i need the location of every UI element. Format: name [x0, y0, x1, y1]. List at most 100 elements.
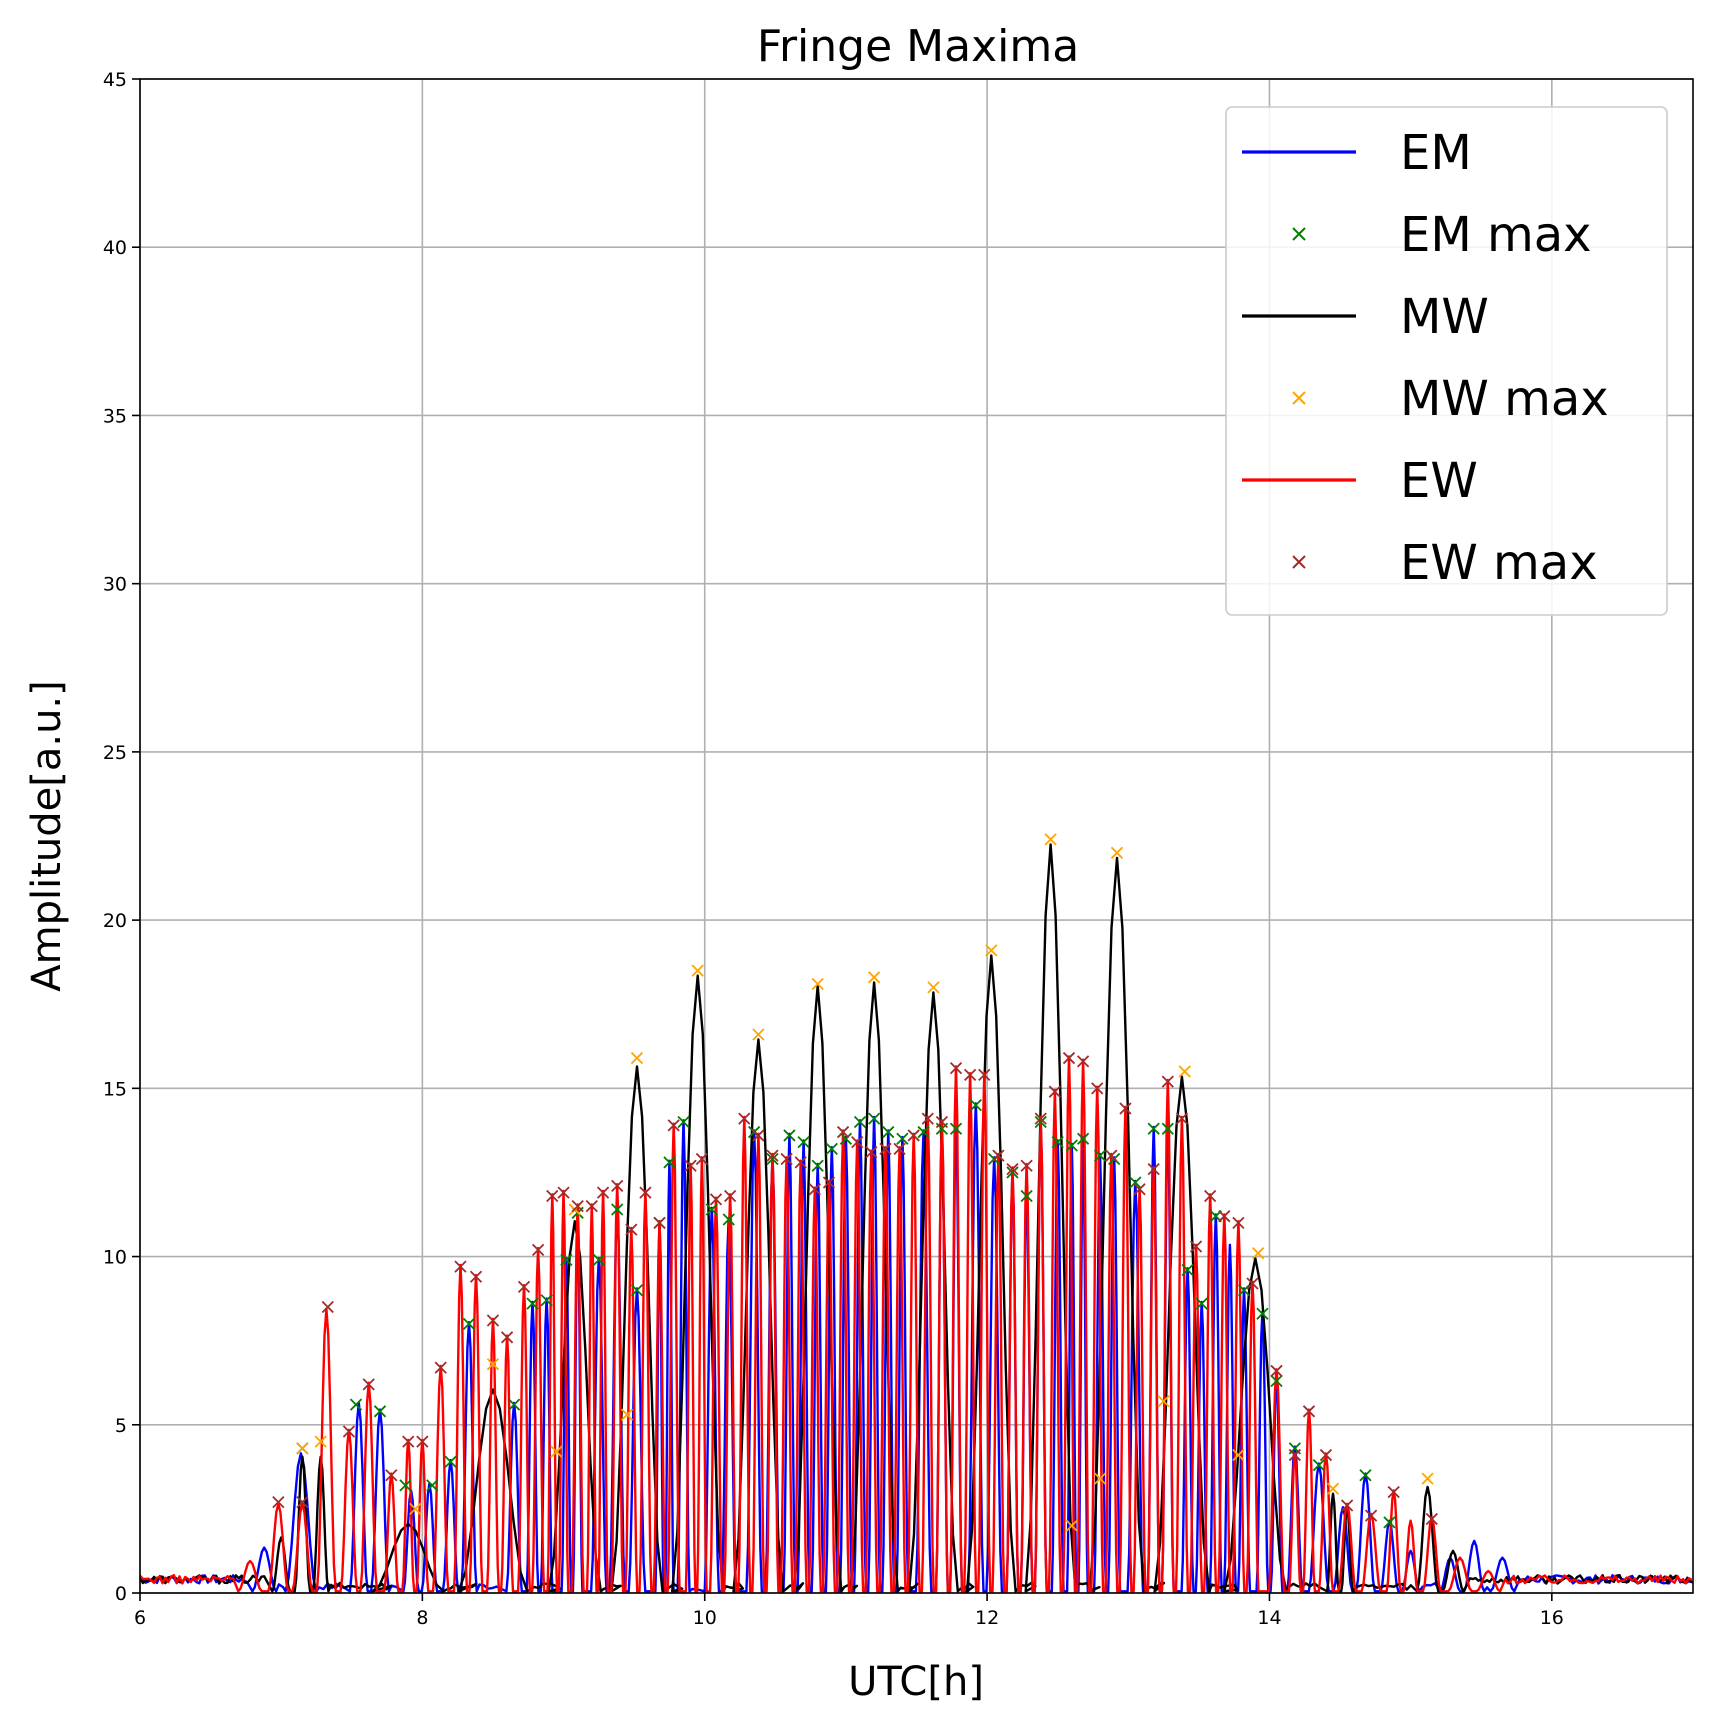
- max-marker: [1076, 1055, 1090, 1068]
- legend-label: EW max: [1400, 535, 1598, 591]
- y-tick-label: 30: [103, 574, 127, 596]
- x-axis-ticks: 6 8 10 12 14 16: [134, 1593, 1564, 1629]
- legend-label: EM max: [1400, 207, 1592, 263]
- max-marker: [1252, 1247, 1265, 1260]
- max-marker: [550, 1445, 563, 1458]
- y-tick-label: 15: [103, 1078, 127, 1100]
- x-tick-label: 16: [1540, 1607, 1564, 1629]
- max-marker: [783, 1129, 796, 1142]
- max-marker: [1421, 1472, 1434, 1485]
- y-tick-label: 35: [103, 405, 127, 427]
- max-marker: [500, 1331, 514, 1344]
- grid-lines: [139, 78, 1693, 1594]
- max-marker: [1340, 1499, 1354, 1512]
- max-marker: [766, 1152, 779, 1166]
- max-marker: [1189, 1240, 1203, 1253]
- max-marker: [1425, 1512, 1438, 1526]
- y-tick-label: 20: [103, 910, 127, 932]
- max-marker: [321, 1300, 334, 1314]
- max-marker: [766, 1149, 779, 1162]
- max-marker: [705, 1203, 718, 1216]
- max-marker: [1020, 1189, 1033, 1203]
- max-marker: [1076, 1132, 1090, 1145]
- max-marker: [985, 944, 998, 957]
- max-marker: [663, 1156, 676, 1169]
- max-marker: [592, 1253, 605, 1267]
- max-marker: [434, 1361, 447, 1374]
- max-marker: [1319, 1448, 1333, 1462]
- max-marker: [630, 1284, 644, 1297]
- max-marker: [1161, 1075, 1174, 1088]
- max-marker: [385, 1469, 398, 1482]
- max-marker: [1181, 1263, 1194, 1277]
- max-marker: [738, 1112, 751, 1125]
- legend-item: EM: [1242, 125, 1472, 181]
- max-marker: [927, 981, 940, 994]
- max-marker: [780, 1152, 793, 1166]
- max-marker: [992, 1149, 1005, 1162]
- max-marker: [1147, 1122, 1160, 1135]
- max-marker: [1237, 1284, 1251, 1297]
- x-tick: 6: [134, 1593, 146, 1629]
- plot-frame: [139, 78, 1694, 1594]
- series-line-ew: [139, 1055, 1693, 1593]
- max-marker: [1383, 1516, 1396, 1529]
- y-tick-label: 40: [103, 237, 127, 259]
- max-marker: [296, 1442, 309, 1455]
- max-marker: [1232, 1216, 1245, 1230]
- max-marker: [865, 1146, 878, 1159]
- legend-item: EW max: [1292, 535, 1598, 591]
- y-tick: 5: [115, 1415, 140, 1437]
- y-tick-label: 25: [103, 742, 127, 764]
- chart-title: Fringe Maxima: [757, 21, 1079, 72]
- max-marker: [677, 1115, 690, 1129]
- y-tick: 40: [103, 237, 140, 259]
- max-marker: [839, 1132, 853, 1145]
- max-marker: [507, 1398, 521, 1411]
- max-marker: [557, 1186, 570, 1199]
- legend-item: MW: [1242, 289, 1489, 345]
- max-marker: [808, 1183, 821, 1196]
- max-marker: [978, 1068, 991, 1082]
- max-marker: [882, 1125, 895, 1139]
- max-marker: [868, 1112, 881, 1125]
- max-marker: [964, 1068, 977, 1082]
- max-marker: [1302, 1405, 1316, 1418]
- max-marker: [949, 1122, 963, 1135]
- max-marker: [1157, 1395, 1170, 1408]
- max-marker: [1065, 1519, 1078, 1532]
- max-marker: [630, 1051, 644, 1065]
- max-marker: [893, 1142, 906, 1156]
- x-tick-label: 10: [693, 1607, 717, 1629]
- max-marker: [639, 1186, 652, 1199]
- max-marker: [1062, 1051, 1076, 1065]
- max-marker: [1359, 1469, 1372, 1482]
- max-marker: [1270, 1364, 1283, 1378]
- max-marker: [402, 1435, 415, 1448]
- max-marker: [917, 1125, 930, 1139]
- x-tick-label: 8: [416, 1607, 428, 1629]
- max-marker: [620, 1408, 634, 1421]
- max-marker: [907, 1129, 920, 1142]
- max-marker: [571, 1199, 584, 1213]
- max-marker: [1270, 1374, 1283, 1388]
- max-marker: [1093, 1472, 1107, 1485]
- max-marker: [1006, 1162, 1019, 1176]
- max-marker: [851, 1136, 864, 1149]
- max-marker: [822, 1176, 836, 1189]
- legend-label: EW: [1400, 453, 1478, 509]
- max-marker: [1246, 1277, 1259, 1290]
- max-marker: [797, 1136, 810, 1149]
- max-marker: [1256, 1307, 1269, 1320]
- max-marker: [560, 1253, 573, 1267]
- y-tick-label: 10: [103, 1247, 127, 1269]
- max-marker: [349, 1398, 363, 1411]
- y-axis-title: Amplitude[a.u.]: [24, 680, 70, 991]
- max-marker: [462, 1317, 476, 1330]
- y-tick: 45: [103, 69, 140, 91]
- max-marker: [868, 971, 881, 984]
- max-marker: [1288, 1448, 1302, 1462]
- max-marker: [1129, 1176, 1142, 1189]
- legend-label: EM: [1400, 125, 1472, 181]
